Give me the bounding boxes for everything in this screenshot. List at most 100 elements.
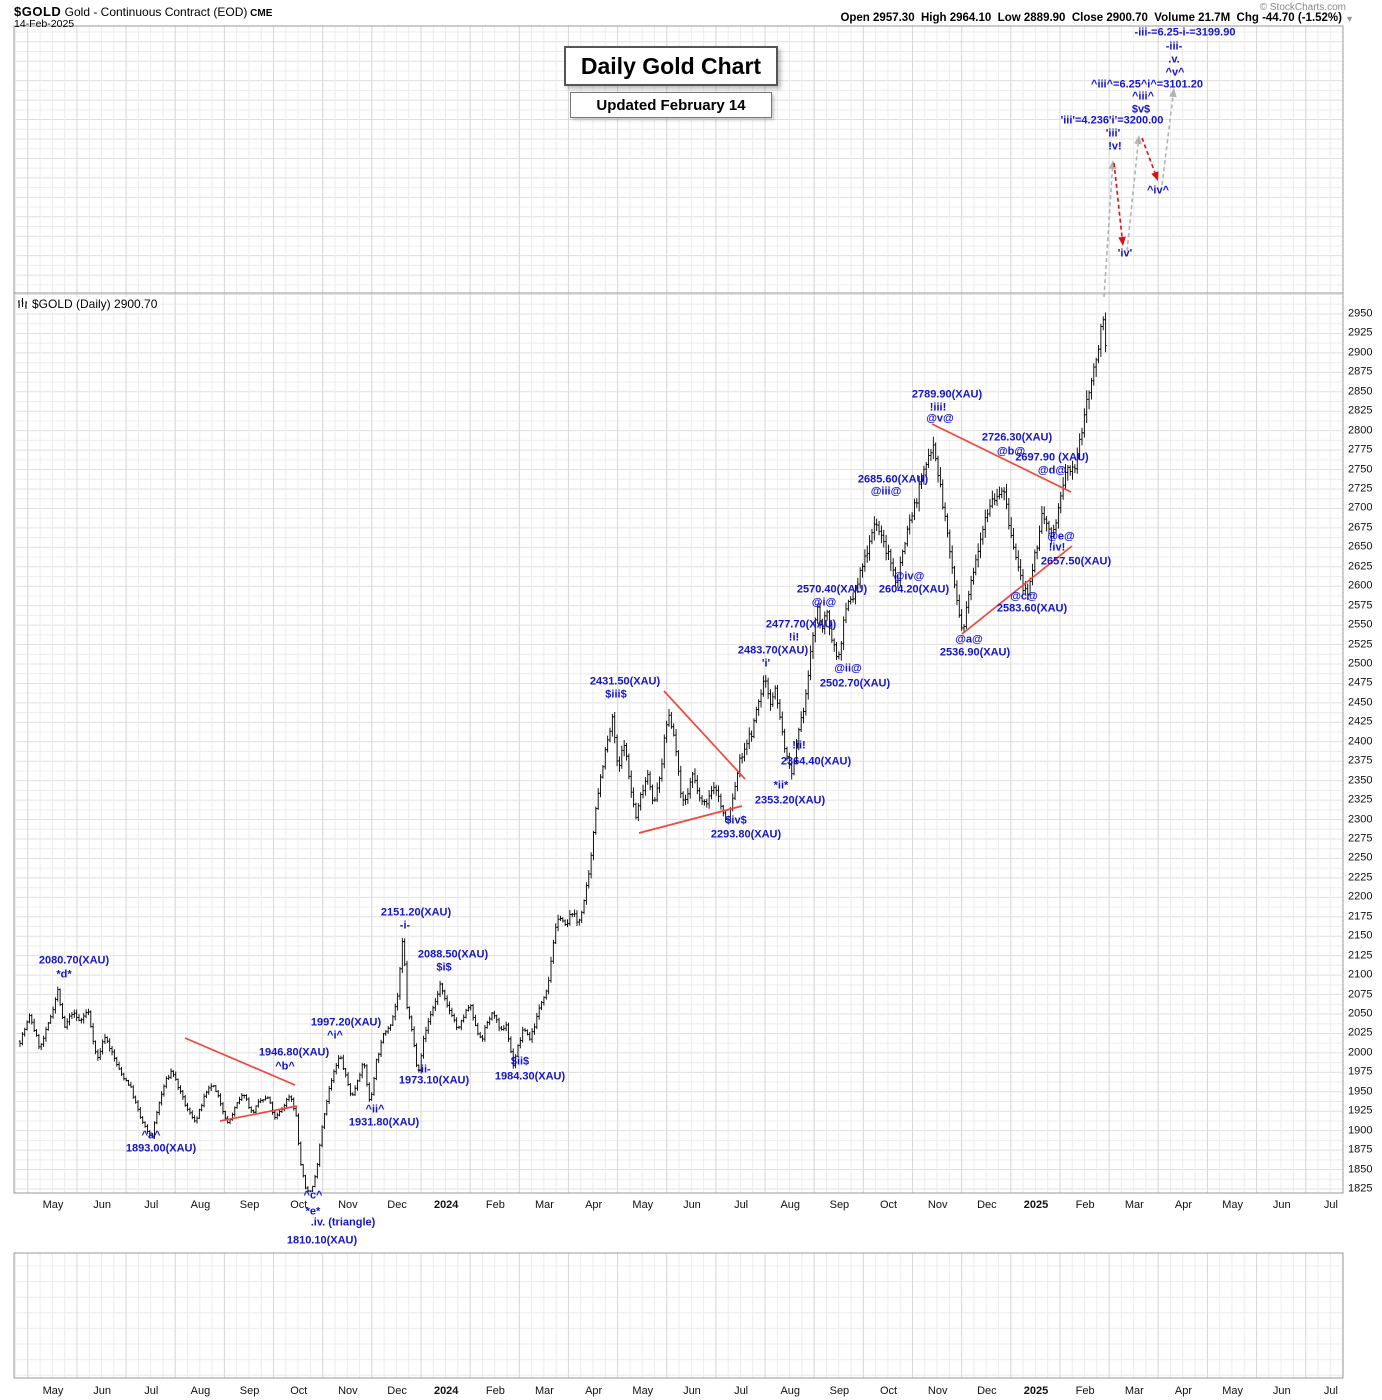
x-axis-label: Jul <box>734 1385 749 1397</box>
price-legend-text: $GOLD (Daily) 2900.70 <box>32 297 158 311</box>
x-axis-label: Mar <box>535 1199 554 1211</box>
wave-annotation: @iii@ <box>870 485 902 498</box>
wave-annotation: ^iv^ <box>1146 184 1170 197</box>
wave-annotation: 1946.80(XAU) <box>258 1046 330 1059</box>
x-axis-label: Jul <box>144 1385 159 1397</box>
wave-annotation: 2151.20(XAU) <box>380 906 452 919</box>
y-axis-label: 2700 <box>1348 501 1373 514</box>
x-axis-label: Oct <box>879 1199 898 1211</box>
chevron-down-icon[interactable]: ▼ <box>1345 14 1354 24</box>
y-axis-label: 2900 <box>1348 346 1373 359</box>
trendline <box>961 545 1073 635</box>
x-axis-label: Jun <box>93 1199 112 1211</box>
y-axis-label: 2725 <box>1348 482 1373 495</box>
y-axis-label: 2550 <box>1348 618 1373 631</box>
x-axis-label: Jun <box>683 1199 701 1211</box>
y-axis-label: 2275 <box>1348 832 1373 845</box>
x-axis-label: Feb <box>1075 1385 1095 1397</box>
x-axis-label: Jul <box>1323 1385 1338 1397</box>
wave-annotation: !i! <box>788 631 800 644</box>
wave-annotation: $i$ <box>436 961 452 974</box>
wave-annotation: 2080.70(XAU) <box>38 954 110 967</box>
y-axis-label: 1875 <box>1348 1143 1373 1156</box>
projection-arrow-line <box>1126 143 1139 252</box>
wave-annotation: $v$ <box>1131 103 1151 116</box>
y-axis-label: 2250 <box>1348 851 1373 864</box>
chart-title-box: Daily Gold Chart <box>564 46 778 86</box>
y-axis-label: 2875 <box>1348 365 1373 378</box>
chart-subtitle-box: Updated February 14 <box>570 92 772 118</box>
y-axis-label: 2525 <box>1348 638 1373 651</box>
y-axis-label: 2925 <box>1348 326 1373 339</box>
y-axis-label: 2775 <box>1348 443 1373 456</box>
wave-annotation: $iii$ <box>605 688 627 701</box>
projection-arrow-head <box>1169 88 1177 98</box>
wave-annotation: .iv. (triangle) <box>310 1216 376 1229</box>
y-axis-label: 1850 <box>1348 1163 1373 1176</box>
y-axis-label: 2450 <box>1348 696 1373 709</box>
wave-annotation: @i@ <box>811 596 837 609</box>
x-axis-label: Sep <box>239 1199 260 1211</box>
y-axis-label: 1825 <box>1348 1182 1373 1195</box>
x-axis-label: Jun <box>683 1385 701 1397</box>
x-axis-label: Jun <box>1272 1199 1291 1211</box>
wave-annotation: !ii! <box>792 739 806 752</box>
y-axis-label: 2200 <box>1348 890 1373 903</box>
wave-annotation: 2726.30(XAU) <box>981 431 1053 444</box>
projection-arrow-head <box>1134 135 1142 145</box>
wave-annotation: 2570.40(XAU) <box>796 583 868 596</box>
y-axis-label: 2600 <box>1348 579 1373 592</box>
wave-annotation: @a@ <box>955 633 983 646</box>
symbol: $GOLD <box>14 4 62 19</box>
wave-annotation: $ii$ <box>510 1055 530 1068</box>
x-axis-label: 2024 <box>433 1199 459 1211</box>
y-axis-label: 2625 <box>1348 560 1373 573</box>
y-axis-label: 1950 <box>1348 1085 1373 1098</box>
wave-annotation: 'iv' <box>1117 247 1133 260</box>
wave-annotation: ^i^ <box>327 1029 343 1042</box>
wave-annotation: ^iii^=6.25^i^=3101.20 <box>1091 78 1203 91</box>
x-axis-label: Feb <box>485 1385 505 1397</box>
wave-annotation: 2685.60(XAU) <box>857 473 929 486</box>
y-axis-label: 2400 <box>1348 735 1373 748</box>
wave-annotation: 1931.80(XAU) <box>348 1116 420 1129</box>
y-axis-label: 2375 <box>1348 754 1373 767</box>
y-axis-label: 2350 <box>1348 774 1373 787</box>
x-axis-label: Aug <box>190 1199 211 1211</box>
wave-annotation: 2502.70(XAU) <box>819 677 891 690</box>
x-axis-label: Nov <box>338 1199 358 1211</box>
trendline <box>638 805 743 834</box>
wave-annotation: .v. <box>1168 53 1180 66</box>
wave-annotation: !v! <box>1108 140 1122 153</box>
x-axis-label: Jul <box>144 1199 159 1211</box>
wave-annotation: 2293.80(XAU) <box>710 828 782 841</box>
x-axis-label: Apr <box>1174 1199 1192 1211</box>
wave-annotation: !iv! <box>1048 541 1066 554</box>
wave-annotation: 2536.90(XAU) <box>939 646 1011 659</box>
y-axis-label: 2675 <box>1348 521 1373 534</box>
wave-annotation: 1984.30(XAU) <box>494 1070 566 1083</box>
y-axis-label: 2650 <box>1348 540 1373 553</box>
projection-arrow-line <box>1103 168 1114 298</box>
y-axis-label: 1900 <box>1348 1124 1373 1137</box>
x-axis-label: May <box>632 1385 654 1397</box>
x-axis-label: 2025 <box>1023 1199 1049 1211</box>
wave-annotation: $iv$ <box>725 814 747 827</box>
wave-annotation: -iii-=6.25-i-=3199.90 <box>1134 26 1236 39</box>
trendline <box>931 423 1072 493</box>
wave-annotation: 2353.20(XAU) <box>754 794 826 807</box>
x-axis-label: Sep <box>239 1385 260 1397</box>
ohlc-price-bars <box>18 312 1107 1192</box>
x-axis-label: Dec <box>977 1199 997 1211</box>
y-axis-label: 2750 <box>1348 463 1373 476</box>
wave-annotation: 1973.10(XAU) <box>398 1074 470 1087</box>
x-axis-label: Nov <box>927 1385 948 1397</box>
x-axis-label: Aug <box>190 1385 211 1397</box>
x-axis-label: Apr <box>585 1385 603 1397</box>
y-axis-label: 2425 <box>1348 715 1373 728</box>
wave-annotation: ^v^ <box>1165 66 1185 79</box>
x-axis-label: Mar <box>535 1385 554 1397</box>
wave-annotation: 1810.10(XAU) <box>286 1234 358 1247</box>
